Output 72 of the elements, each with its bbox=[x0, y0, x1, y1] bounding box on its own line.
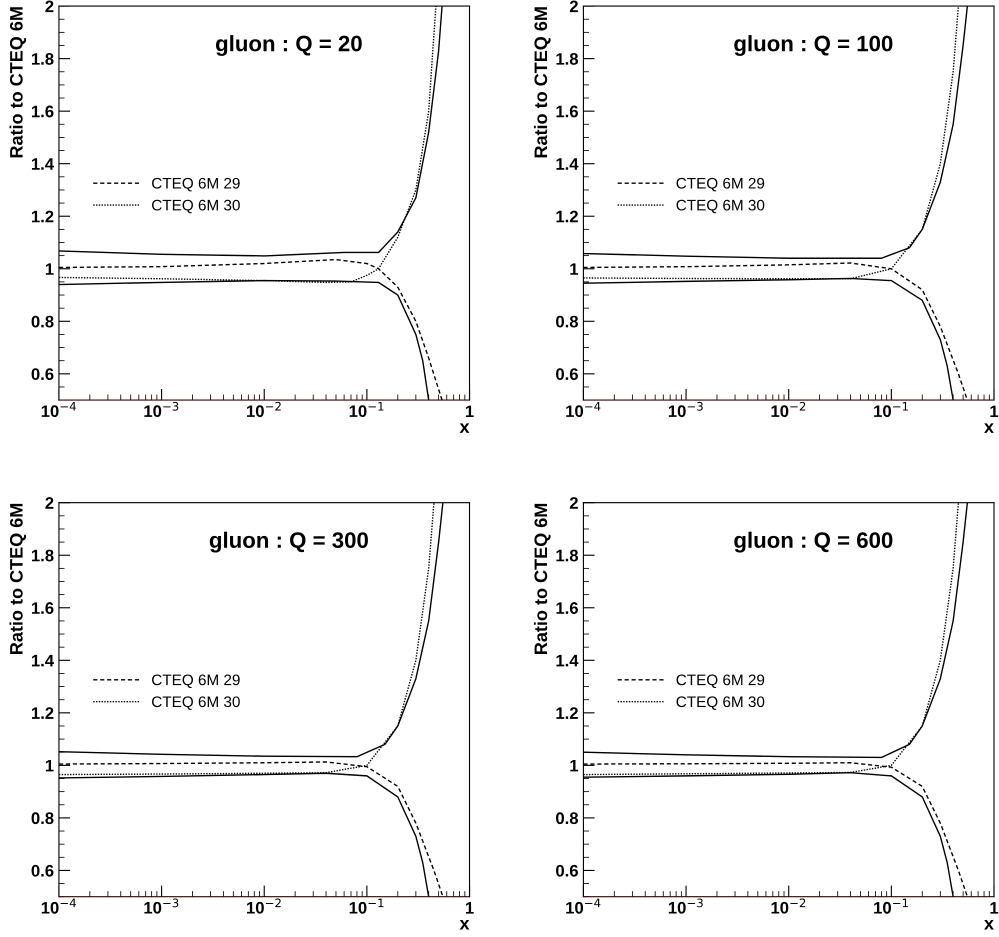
y-axis-title: Ratio to CTEQ 6M bbox=[534, 7, 551, 158]
y-tick-label: 0.8 bbox=[556, 812, 578, 824]
y-tick-label: 1.4 bbox=[32, 654, 54, 666]
x-tick-label: 10$^{−4}$ bbox=[566, 898, 600, 914]
y-axis-title: Ratio to CTEQ 6M bbox=[9, 7, 26, 158]
legend-label: CTEQ 6M 29 bbox=[152, 178, 240, 192]
legend-label: CTEQ 6M 30 bbox=[152, 200, 240, 214]
x-tick-label: 10$^{−2}$ bbox=[772, 402, 806, 418]
x-tick-label: 10$^{−3}$ bbox=[144, 898, 178, 914]
x-tick-label: 10$^{−1}$ bbox=[350, 898, 384, 914]
x-tick-label: 10$^{−3}$ bbox=[668, 898, 703, 914]
y-tick-label: 1.8 bbox=[556, 550, 578, 562]
y-tick-label: 0.8 bbox=[32, 316, 54, 328]
x-tick-label: 10$^{−2}$ bbox=[247, 402, 281, 418]
y-tick-label: 1.2 bbox=[32, 210, 54, 222]
y-tick-label: 0.8 bbox=[556, 316, 578, 328]
y-tick-label: 1.6 bbox=[32, 106, 54, 118]
y-tick-label: 1.4 bbox=[32, 158, 54, 170]
x-tick-label: 10$^{−1}$ bbox=[350, 402, 384, 418]
x-tick-label: 10$^{−1}$ bbox=[874, 402, 908, 418]
y-tick-label: 1.8 bbox=[32, 550, 54, 562]
x-axis-title: x bbox=[460, 920, 470, 930]
y-tick-label: 1.8 bbox=[556, 53, 578, 65]
y-tick-label: 2 bbox=[45, 497, 54, 509]
x-tick-label: 10$^{−3}$ bbox=[144, 402, 178, 418]
y-tick-label: 1.2 bbox=[32, 707, 54, 719]
y-tick-label: 1 bbox=[570, 263, 578, 275]
x-tick-label: 10$^{−1}$ bbox=[874, 898, 908, 914]
y-tick-label: 2 bbox=[570, 0, 578, 12]
y-tick-label: 1 bbox=[570, 760, 578, 772]
text: gluon : Q = 600 bbox=[734, 532, 892, 553]
y-tick-label: 0.6 bbox=[556, 864, 578, 877]
y-tick-label: 1 bbox=[46, 263, 54, 275]
y-axis-title: Ratio to CTEQ 6M bbox=[9, 504, 26, 654]
x-tick-label: 1 bbox=[466, 902, 474, 914]
legend-label: CTEQ 6M 29 bbox=[676, 674, 764, 688]
y-tick-label: 1.8 bbox=[32, 53, 54, 65]
x-tick-label: 1 bbox=[466, 406, 474, 418]
x-tick-label: 1 bbox=[990, 406, 998, 418]
legend-label: CTEQ 6M 30 bbox=[676, 696, 764, 710]
text: gluon : Q = 20 bbox=[216, 35, 362, 56]
x-tick-label: 10$^{−4}$ bbox=[42, 898, 76, 914]
x-tick-label: 10$^{−2}$ bbox=[772, 898, 806, 914]
x-tick-label: 10$^{−3}$ bbox=[668, 402, 703, 418]
x-tick-label: 10$^{−4}$ bbox=[566, 402, 600, 418]
x-axis-title: x bbox=[460, 423, 470, 433]
y-tick-label: 1.4 bbox=[556, 158, 578, 170]
x-tick-label: 10$^{−2}$ bbox=[247, 898, 281, 914]
y-tick-label: 1.6 bbox=[32, 602, 54, 614]
x-tick-label: 1 bbox=[990, 902, 998, 914]
legend-label: CTEQ 6M 30 bbox=[152, 696, 240, 710]
y-tick-label: 0.6 bbox=[32, 368, 54, 380]
y-tick-label: 1.6 bbox=[556, 602, 578, 614]
text: gluon : Q = 100 bbox=[734, 35, 892, 56]
y-tick-label: 1.4 bbox=[556, 654, 578, 666]
y-tick-label: 1 bbox=[46, 760, 54, 772]
y-tick-label: 1.2 bbox=[556, 210, 578, 222]
x-axis-title: x bbox=[984, 920, 994, 930]
x-axis-title: x bbox=[984, 423, 994, 433]
text: gluon : Q = 300 bbox=[210, 532, 368, 553]
x-tick-label: 10$^{−4}$ bbox=[42, 402, 76, 418]
legend-label: CTEQ 6M 29 bbox=[676, 178, 764, 192]
y-tick-label: 0.8 bbox=[32, 812, 54, 824]
y-tick-label: 0.6 bbox=[556, 368, 578, 380]
y-tick-label: 1.6 bbox=[556, 106, 578, 118]
legend-label: CTEQ 6M 29 bbox=[152, 674, 240, 688]
legend-label: CTEQ 6M 30 bbox=[676, 200, 764, 214]
y-tick-label: 2 bbox=[45, 0, 54, 12]
y-tick-label: 2 bbox=[570, 497, 578, 509]
y-axis-title: Ratio to CTEQ 6M bbox=[534, 504, 551, 654]
y-tick-label: 1.2 bbox=[556, 707, 578, 719]
y-tick-label: 0.6 bbox=[32, 864, 54, 877]
